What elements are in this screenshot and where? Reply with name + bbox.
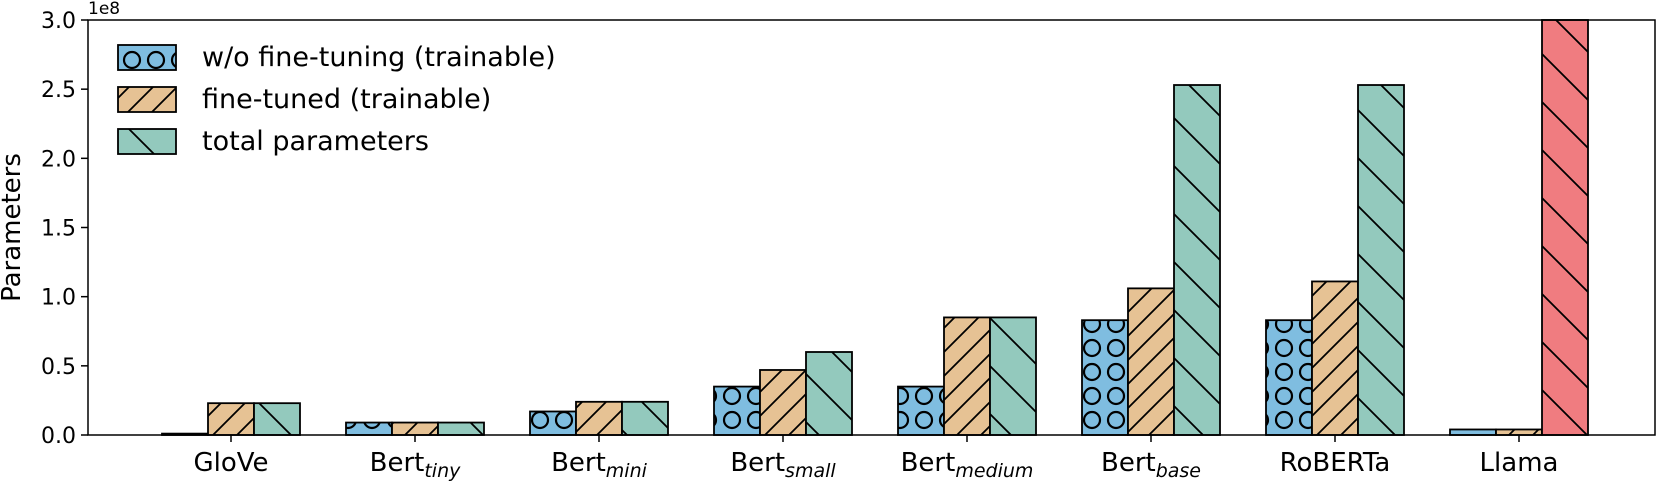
x-tick-label: Berttiny bbox=[370, 448, 461, 481]
y-axis: 0.0 0.5 1.0 1.5 2.0 2.5 3.0 bbox=[41, 9, 88, 449]
legend-item: fine-tuned (trainable) bbox=[117, 84, 491, 115]
x-tick-label-subscript: medium bbox=[955, 460, 1033, 481]
bar bbox=[391, 421, 439, 436]
bars-layer bbox=[161, 19, 1589, 436]
bar bbox=[943, 316, 991, 436]
x-tick-label-base: Bert bbox=[730, 448, 785, 478]
bar-hatch bbox=[1450, 429, 1496, 435]
x-tick-label: Bertmini bbox=[551, 448, 648, 481]
bar-hatch bbox=[760, 369, 806, 435]
x-tick-label-base: Llama bbox=[1480, 448, 1559, 478]
plot-frame bbox=[87, 19, 1656, 436]
bar-hatch bbox=[208, 403, 254, 435]
bar-hatch bbox=[944, 317, 990, 435]
bar bbox=[713, 385, 761, 436]
bar-hatch bbox=[392, 422, 438, 435]
legend-swatch-outline bbox=[117, 44, 177, 71]
y-axis-title: Parameters bbox=[0, 153, 27, 302]
x-tick-label-base: RoBERTa bbox=[1280, 448, 1391, 478]
bar-hatch bbox=[1542, 20, 1588, 435]
bar bbox=[575, 400, 623, 436]
bar bbox=[1127, 287, 1175, 436]
legend-swatch-outline bbox=[117, 128, 177, 155]
y-tick-label: 2.0 bbox=[41, 147, 76, 172]
bar bbox=[1311, 280, 1359, 436]
bar-hatch bbox=[1266, 320, 1312, 435]
bar-hatch bbox=[990, 317, 1036, 435]
bar bbox=[1541, 19, 1589, 436]
bar bbox=[621, 400, 669, 436]
bar bbox=[253, 402, 301, 436]
bar bbox=[897, 385, 945, 436]
legend-item: w/o fine-tuning (trainable) bbox=[117, 42, 556, 73]
bar-hatch bbox=[346, 422, 392, 435]
legend-swatch-hatch bbox=[118, 45, 176, 70]
y-tick-label: 2.5 bbox=[41, 78, 76, 103]
y-tick-label: 3.0 bbox=[41, 9, 76, 34]
bar bbox=[207, 402, 255, 436]
bar-hatch bbox=[806, 352, 852, 435]
x-tick-label: RoBERTa bbox=[1280, 448, 1391, 478]
bar-hatch bbox=[1174, 85, 1220, 436]
x-tick-label-base: Bert bbox=[1101, 448, 1156, 478]
x-axis: GloVe Berttiny Bertmini Bertsmall Bertmedium… bbox=[193, 435, 1558, 481]
bar-hatch bbox=[1128, 288, 1174, 435]
bar bbox=[1173, 84, 1221, 436]
bar bbox=[1495, 428, 1543, 436]
bar-hatch bbox=[576, 401, 622, 435]
bar bbox=[759, 369, 807, 436]
y-tick-label: 0.0 bbox=[41, 424, 76, 449]
bar bbox=[437, 421, 485, 436]
bar-hatch bbox=[898, 386, 944, 435]
bar-hatch bbox=[530, 411, 576, 435]
legend-label: w/o fine-tuning (trainable) bbox=[202, 42, 556, 73]
bar-hatch bbox=[1312, 281, 1358, 435]
legend-swatch-hatch bbox=[118, 129, 176, 154]
bar bbox=[1265, 319, 1313, 436]
x-tick-label: Bertbase bbox=[1101, 448, 1201, 481]
bar-hatch bbox=[714, 386, 760, 435]
x-tick-label: GloVe bbox=[193, 448, 268, 478]
x-tick-label-base: Bert bbox=[901, 448, 956, 478]
bar-hatch bbox=[438, 422, 484, 435]
y-axis-offset-label: 1e8 bbox=[88, 0, 120, 19]
bar bbox=[529, 410, 577, 436]
bar bbox=[805, 351, 853, 436]
x-tick-label-subscript: mini bbox=[606, 460, 648, 481]
bar bbox=[1357, 84, 1405, 436]
bar bbox=[989, 316, 1037, 436]
bar-hatch bbox=[254, 403, 300, 435]
bar bbox=[345, 421, 393, 436]
x-tick-label-subscript: base bbox=[1156, 460, 1201, 481]
x-tick-label-base: Bert bbox=[551, 448, 606, 478]
y-tick-label: 1.0 bbox=[41, 286, 76, 311]
y-tick-label: 1.5 bbox=[41, 217, 76, 242]
legend-swatch-hatch bbox=[118, 87, 176, 112]
x-tick-label: Bertmedium bbox=[901, 448, 1034, 481]
legend-swatch-outline bbox=[117, 86, 177, 113]
bar bbox=[1081, 319, 1129, 436]
x-tick-label: Bertsmall bbox=[730, 448, 836, 481]
x-tick-label: Llama bbox=[1480, 448, 1559, 478]
x-tick-label-base: GloVe bbox=[193, 448, 268, 478]
bar-hatch bbox=[1358, 85, 1404, 436]
legend-label: total parameters bbox=[202, 126, 429, 157]
x-tick-label-subscript: tiny bbox=[424, 460, 461, 481]
bar bbox=[1449, 428, 1497, 436]
x-tick-label-base: Bert bbox=[370, 448, 425, 478]
legend-item: total parameters bbox=[117, 126, 429, 157]
bar-hatch bbox=[1496, 429, 1542, 435]
y-tick-label: 0.5 bbox=[41, 355, 76, 380]
bar-hatch bbox=[1082, 320, 1128, 435]
legend: w/o fine-tuning (trainable) fine-tuned (t… bbox=[117, 42, 556, 157]
x-tick-label-subscript: small bbox=[785, 460, 836, 481]
legend-label: fine-tuned (trainable) bbox=[202, 84, 491, 115]
bar-hatch bbox=[622, 401, 668, 435]
